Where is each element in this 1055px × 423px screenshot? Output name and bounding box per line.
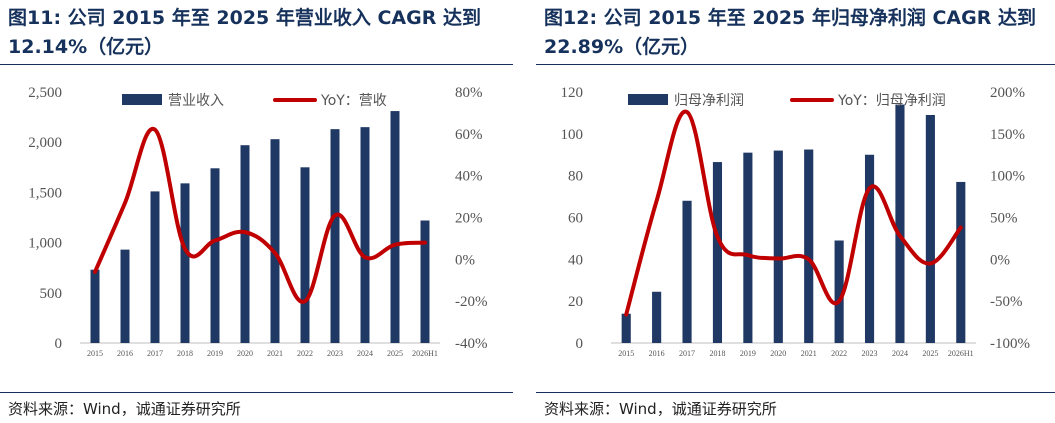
x-axis-tick-label: 2017 [147,349,163,358]
x-axis-tick-label: 2020 [770,349,786,358]
x-axis-tick-label: 2025 [922,349,938,358]
x-axis-tick-label: 2022 [297,349,313,358]
bar [834,240,844,343]
x-axis-tick-label: 2024 [357,349,373,358]
x-axis-tick-label: 2016 [649,349,665,358]
right-axis-tick-label: 0% [990,252,1010,268]
right-axis-tick-label: 60% [455,127,483,143]
left-axis-tick-label: 80 [568,169,583,185]
x-axis-tick-label: 2024 [892,349,908,358]
legend-label-bar: 归母净利润 [674,92,744,109]
bar [120,249,130,343]
title-line-1: 图11: 公司 2015 年至 2025 年营业收入 CAGR 达到 [8,7,481,29]
right-axis-tick-label: -100% [990,336,1030,352]
right-axis-tick-label: 20% [455,211,483,227]
left-axis-tick-label: 1,500 [28,185,62,201]
bar [150,191,160,343]
x-axis-tick-label: 2019 [207,349,223,358]
legend-label-bar: 营业收入 [168,93,224,109]
left-axis-tick-label: 100 [561,127,584,143]
right-axis-tick-label: -20% [455,294,488,310]
bar [712,162,723,343]
x-axis-tick-label: 2026H1 [412,349,438,358]
x-axis-tick-label: 2020 [237,349,253,358]
bar [925,115,935,343]
right-axis-tick-label: 200% [990,85,1025,101]
x-axis-tick-label: 2015 [618,349,634,358]
bar [864,154,875,343]
bar [621,313,631,343]
legend-label-line: YoY：营收 [320,93,387,109]
x-axis-tick-label: 2018 [709,349,725,358]
legend-label-line: YoY：归母净利润 [837,92,946,109]
x-axis-tick-label: 2015 [87,349,103,358]
source-note: 资料来源：Wind，诚通证券研究所 [8,400,241,418]
right-axis-tick-label: 0% [455,252,475,268]
x-axis-tick-label: 2016 [117,349,133,358]
revenue-chart: 0 500 1,000 1,500 2,000 2,500 -40% -20% 0% 20% 40%… [28,85,488,358]
x-axis-tick-label: 2023 [862,349,878,358]
left-axis-tick-label: 0 [55,336,63,352]
yoy-line [93,126,427,304]
bar [682,200,692,343]
x-axis-tick-label: 2021 [267,349,283,358]
left-panel: 图11: 公司 2015 年至 2025 年营业收入 CAGR 达到 12.14… [0,0,513,423]
x-axis-tick-label: 2026H1 [948,349,974,358]
source-divider [0,392,513,393]
left-axis-tick-label: 1,000 [28,236,62,252]
title-divider [0,64,513,65]
right-axis-tick-label: 100% [990,169,1025,185]
x-axis-tick-label: 2017 [679,349,695,358]
bar [180,183,190,343]
bar [773,150,783,343]
x-axis-tick-label: 2023 [327,349,343,358]
bar [420,220,430,343]
left-axis-tick-label: 0 [576,336,584,352]
title-line-2: 22.89%（亿元） [544,36,700,58]
chart-title: 图12: 公司 2015 年至 2025 年归母净利润 CAGR 达到 22.8… [544,4,1051,62]
right-axis-tick-label: -50% [990,294,1023,310]
bar [240,145,250,343]
right-axis-tick-label: 150% [990,127,1025,143]
x-axis-tick-label: 2018 [177,349,193,358]
bar [360,127,370,343]
right-axis-tick-label: 40% [455,169,483,185]
left-axis-tick-label: 60 [568,211,583,227]
title-line-2: 12.14%（亿元） [8,36,164,58]
x-axis-tick-label: 2022 [831,349,847,358]
bar [804,149,814,343]
left-axis-tick-label: 500 [40,286,63,302]
bar [390,111,400,343]
right-axis-tick-label: -40% [455,336,488,352]
bar [270,139,280,343]
bar [895,104,905,343]
right-panel: 图12: 公司 2015 年至 2025 年归母净利润 CAGR 达到 22.8… [536,0,1055,423]
yoy-line [624,109,963,317]
source-note: 资料来源：Wind，诚通证券研究所 [544,400,777,418]
x-axis-tick-label: 2025 [387,349,403,358]
x-axis-tick-label: 2021 [801,349,817,358]
bar [90,269,100,343]
source-divider [536,392,1055,393]
title-line-1: 图12: 公司 2015 年至 2025 年归母净利润 CAGR 达到 [544,7,1036,29]
chart-title: 图11: 公司 2015 年至 2025 年营业收入 CAGR 达到 12.14… [8,4,509,62]
legend-swatch-bar [628,94,668,105]
bar [956,181,966,343]
left-axis-tick-label: 40 [568,252,583,268]
left-axis-tick-label: 120 [561,85,584,101]
left-axis-tick-label: 2,000 [28,135,62,151]
x-axis-tick-label: 2019 [740,349,756,358]
bar [743,152,753,343]
bar [652,291,662,343]
net-profit-chart: 0 20 40 60 80 100 120 -100% -50% 0% 50% 100% 150% 200… [561,85,1031,358]
right-axis-tick-label: 50% [990,211,1018,227]
left-axis-tick-label: 2,500 [28,85,62,101]
bar [330,129,340,343]
left-axis-tick-label: 20 [568,294,583,310]
bar [300,167,310,343]
right-axis-tick-label: 80% [455,85,483,101]
bar [210,168,220,343]
title-divider [536,64,1055,65]
legend-swatch-bar [122,94,162,105]
